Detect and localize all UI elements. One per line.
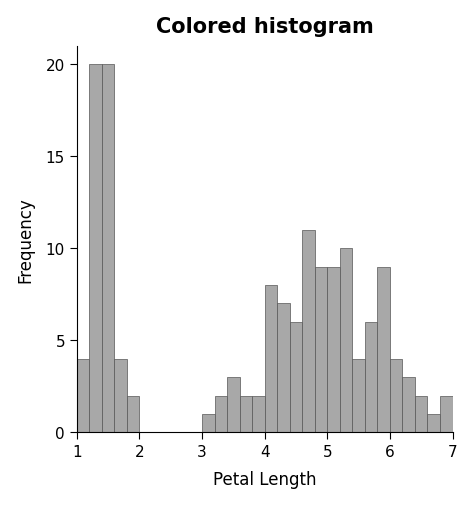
Bar: [240, 396, 252, 433]
Bar: [365, 322, 377, 433]
Bar: [415, 396, 428, 433]
Bar: [390, 359, 402, 433]
Bar: [227, 377, 240, 433]
Bar: [114, 359, 127, 433]
X-axis label: Petal Length: Petal Length: [213, 470, 317, 488]
Bar: [352, 359, 365, 433]
Bar: [215, 396, 227, 433]
Bar: [428, 414, 440, 433]
Bar: [302, 230, 315, 433]
Bar: [440, 396, 453, 433]
Bar: [252, 396, 264, 433]
Bar: [340, 248, 352, 433]
Bar: [327, 267, 340, 433]
Bar: [102, 65, 114, 433]
Bar: [127, 396, 139, 433]
Y-axis label: Frequency: Frequency: [17, 197, 35, 282]
Bar: [264, 285, 277, 433]
Bar: [315, 267, 327, 433]
Bar: [377, 267, 390, 433]
Bar: [77, 359, 90, 433]
Bar: [290, 322, 302, 433]
Title: Colored histogram: Colored histogram: [156, 17, 374, 36]
Bar: [90, 65, 102, 433]
Bar: [402, 377, 415, 433]
Bar: [277, 304, 290, 433]
Bar: [202, 414, 215, 433]
